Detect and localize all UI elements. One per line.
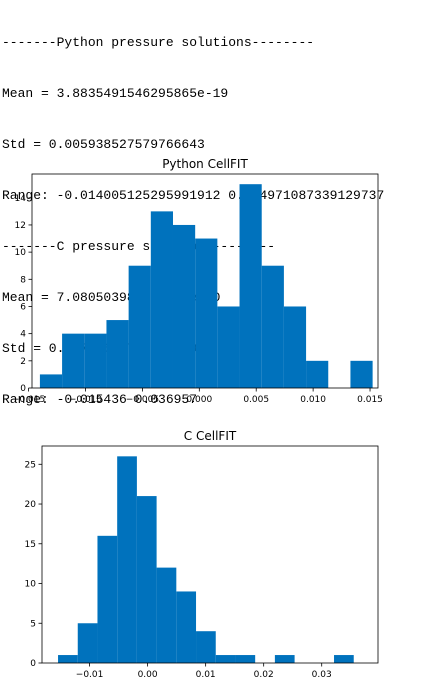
- y-tick-label: 4: [20, 330, 26, 340]
- y-tick-label: 6: [20, 302, 26, 312]
- x-tick-label: 0.005: [243, 395, 269, 405]
- y-tick-label: 2: [20, 357, 26, 367]
- histogram-bar: [39, 374, 63, 388]
- y-tick-label: 8: [20, 275, 26, 285]
- chart-title: Python CellFIT: [162, 157, 248, 171]
- histogram-bar: [334, 655, 354, 663]
- y-tick-label: 12: [15, 221, 26, 231]
- histogram-bar: [150, 211, 173, 388]
- histogram-bar: [136, 496, 157, 663]
- x-tick-label: 0.02: [254, 670, 274, 680]
- x-tick-label: 0.010: [300, 395, 326, 405]
- axes-frame: [41, 445, 379, 664]
- y-tick-label: 5: [30, 619, 36, 629]
- console-line: Std = 0.005938527579766643: [2, 137, 205, 152]
- console-line: Range: -0.014005125295991912 0.014971087…: [2, 188, 385, 203]
- histogram-bar: [239, 184, 262, 388]
- histogram-bar: [196, 631, 216, 663]
- histogram-bar: [117, 456, 137, 663]
- python-cellfit-histogram: Python CellFIT −0.015 −0.010 −0.005 0.000 0.0…: [12, 157, 383, 405]
- histogram-bar: [235, 655, 256, 663]
- histogram-bar: [306, 360, 329, 388]
- y-tick-label: 25: [25, 460, 36, 470]
- y-tick-label: 0: [20, 384, 26, 394]
- histogram-bar: [106, 320, 129, 388]
- x-tick-label: 0.015: [357, 395, 383, 405]
- console-line: Range: -0.015436 0.036957: [2, 392, 198, 407]
- x-tick-label: 0.01: [196, 670, 216, 680]
- histogram-bar: [77, 623, 98, 663]
- console-line: -------Python pressure solutions--------: [2, 35, 315, 50]
- histogram-bar: [283, 306, 307, 388]
- histogram-bar: [172, 224, 196, 388]
- x-tick-label: 0.000: [186, 395, 212, 405]
- x-tick-label: −0.015: [12, 395, 45, 405]
- histogram-bar: [62, 333, 85, 388]
- histogram-bar: [97, 535, 118, 663]
- histogram-bar: [195, 238, 218, 388]
- x-tick-label: −0.01: [76, 670, 104, 680]
- histogram-bar: [350, 360, 373, 388]
- histogram-bar: [274, 655, 295, 663]
- y-tick-label: 0: [30, 659, 36, 669]
- histogram-bar: [128, 265, 151, 388]
- c-cellfit-histogram: C CellFIT −0.01 0.00 0.01 0.02 0.03 0 5 10 15 20 25: [25, 429, 379, 680]
- y-tick-label: 10: [15, 248, 27, 258]
- histogram-bar: [217, 306, 240, 388]
- x-tick-label: −0.010: [69, 395, 103, 405]
- console-line: Mean = 3.8835491546295865e-19: [2, 86, 229, 101]
- histogram-bar: [58, 655, 78, 663]
- histogram-bar: [261, 265, 284, 388]
- histogram-bar: [215, 655, 236, 663]
- y-tick-label: 10: [25, 580, 37, 590]
- x-tick-label: 0.00: [138, 670, 158, 680]
- x-tick-label: 0.03: [312, 670, 332, 680]
- y-tick-label: 20: [25, 500, 37, 510]
- x-tick-label: −0.005: [126, 395, 159, 405]
- axes-frame: [31, 173, 379, 389]
- y-tick-label: 14: [15, 194, 27, 204]
- histogram-bar: [176, 591, 197, 663]
- histogram-bar: [156, 567, 177, 663]
- chart-title: C CellFIT: [184, 429, 237, 443]
- y-tick-label: 15: [25, 540, 36, 550]
- histogram-bar: [84, 333, 107, 388]
